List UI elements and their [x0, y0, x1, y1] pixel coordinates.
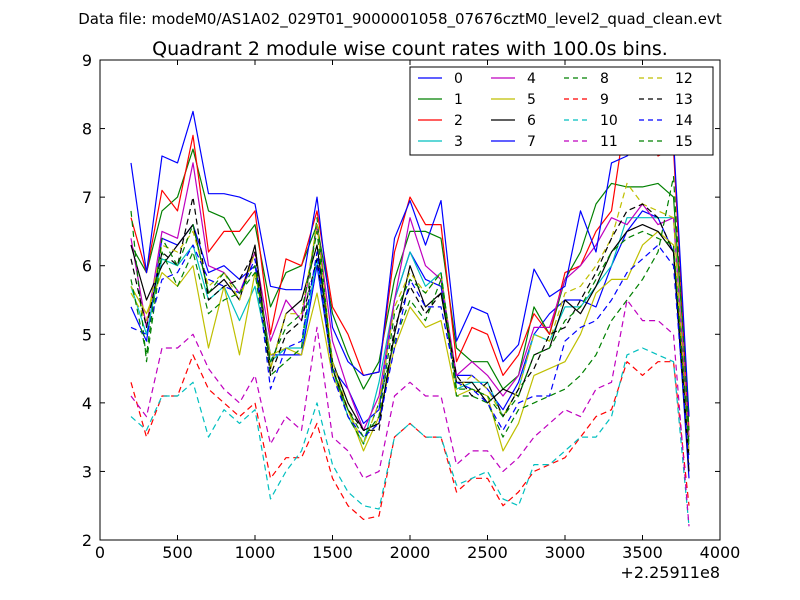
y-tick-label: 6	[82, 257, 92, 276]
series-line-14	[130, 244, 690, 465]
legend-label-9: 9	[600, 92, 609, 108]
legend-label-12: 12	[675, 71, 693, 87]
series-line-9	[130, 354, 690, 521]
series-line-6	[130, 224, 690, 472]
legend-label-11: 11	[600, 134, 618, 150]
legend-label-0: 0	[454, 71, 463, 87]
axis-ticks: 0 500 1000 1500 2000 2500 3000 3500 4000 2 3 4 5 6 7 8 9	[82, 51, 741, 562]
y-tick-label: 4	[82, 394, 92, 413]
legend-label-1: 1	[454, 92, 463, 108]
y-tick-label: 7	[82, 188, 92, 207]
x-tick-label: 1500	[312, 543, 353, 562]
series-line-7	[130, 110, 690, 417]
x-tick-label: 4000	[700, 543, 741, 562]
figure-suptitle: Data file: modeM0/AS1A02_029T01_90000010…	[78, 10, 722, 29]
x-tick-label: 3500	[622, 543, 663, 562]
series-line-13	[130, 196, 690, 458]
series-line-10	[130, 347, 690, 527]
x-tick-label: 0	[95, 543, 105, 562]
series-layer	[130, 107, 690, 527]
y-tick-label: 2	[82, 531, 92, 550]
legend-label-14: 14	[675, 113, 693, 129]
legend-label-7: 7	[527, 134, 536, 150]
legend-label-10: 10	[600, 113, 618, 129]
x-tick-label: 2000	[390, 543, 431, 562]
legend-label-4: 4	[527, 71, 536, 87]
y-tick-label: 8	[82, 120, 92, 139]
x-axis-offset-label: +2.25911e8	[620, 563, 720, 582]
series-line-2	[130, 107, 690, 431]
chart-title: Quadrant 2 module wise count rates with …	[152, 38, 668, 60]
series-line-4	[130, 162, 690, 438]
x-tick-label: 500	[162, 543, 193, 562]
legend-label-3: 3	[454, 134, 463, 150]
y-tick-label: 9	[82, 51, 92, 70]
legend-frame	[409, 66, 714, 156]
legend-label-8: 8	[600, 71, 609, 87]
series-line-12	[130, 182, 690, 451]
series-line-11	[130, 299, 690, 527]
legend-label-15: 15	[675, 134, 693, 150]
series-line-1	[130, 148, 690, 417]
legend-label-5: 5	[527, 92, 536, 108]
x-tick-label: 2500	[467, 543, 508, 562]
x-tick-label: 3000	[545, 543, 586, 562]
x-tick-label: 1000	[235, 543, 276, 562]
series-line-8	[130, 176, 690, 445]
series-line-15	[130, 224, 690, 445]
y-tick-label: 5	[82, 325, 92, 344]
legend-label-2: 2	[454, 113, 463, 129]
y-tick-label: 3	[82, 462, 92, 481]
legend-label-13: 13	[675, 92, 693, 108]
legend-label-6: 6	[527, 113, 536, 129]
